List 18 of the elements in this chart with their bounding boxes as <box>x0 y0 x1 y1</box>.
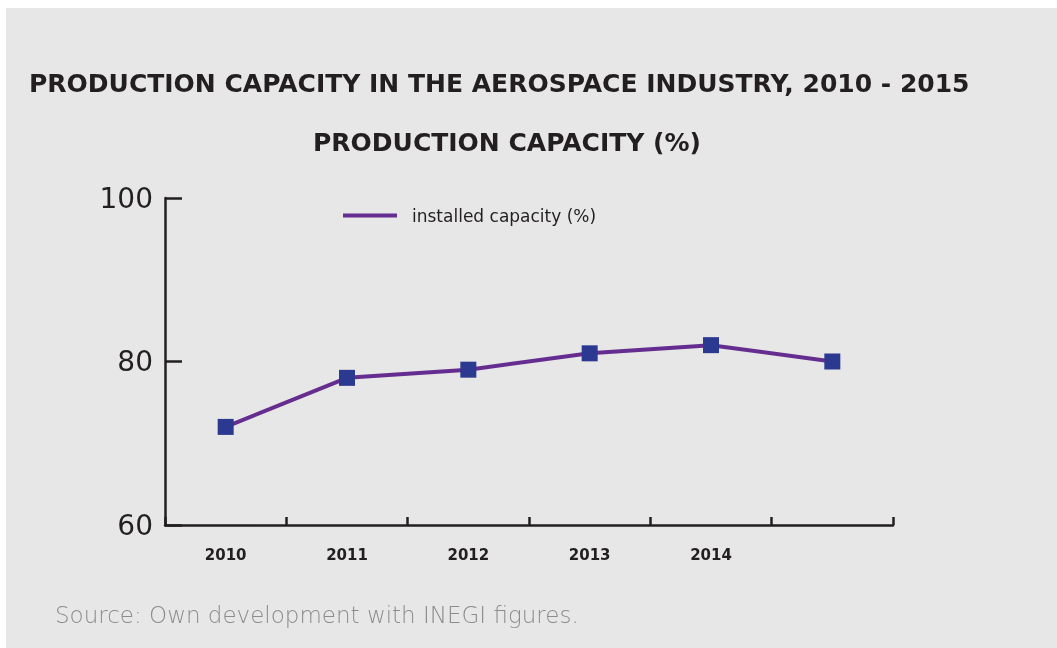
point <box>460 361 477 378</box>
point <box>824 353 841 370</box>
point <box>339 369 355 386</box>
x-tick-label: 2014 <box>690 545 732 564</box>
source-note: Source: Own development with INEGI figures. <box>55 601 579 628</box>
y-tick-label: 60 <box>117 508 153 542</box>
x-tick-label: 2013 <box>568 545 611 564</box>
x-tick-label: 2012 <box>447 545 490 564</box>
chart-title: PRODUCTION CAPACITY IN THE AEROSPACE INDUSTRY, 2010 - 2015 <box>29 69 970 98</box>
chart-subtitle: PRODUCTION CAPACITY (%) <box>313 128 701 157</box>
y-tick-label: 80 <box>117 345 153 378</box>
point <box>217 418 234 435</box>
x-tick-label: 2011 <box>326 545 368 564</box>
point <box>581 345 598 362</box>
legend-label: installed capacity (%) <box>412 205 597 226</box>
point <box>703 337 719 354</box>
y-tick-label: 100 <box>99 181 153 215</box>
x-tick-label: 2010 <box>204 545 247 564</box>
